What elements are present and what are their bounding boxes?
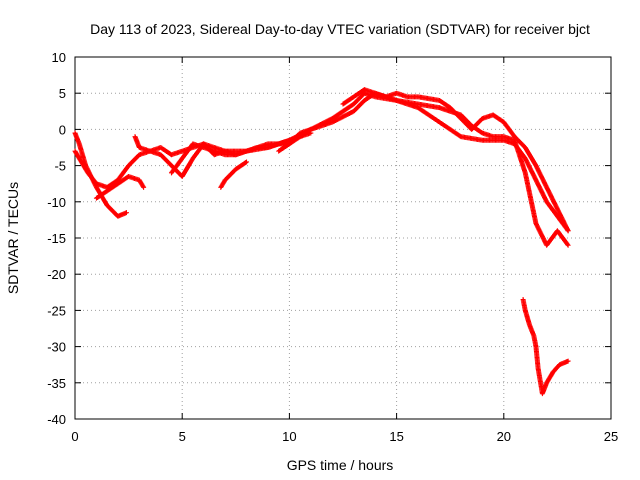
series-track-1 <box>72 90 571 234</box>
y-tick-label: -35 <box>47 376 66 391</box>
x-tick-label: 15 <box>389 429 403 444</box>
x-tick-label: 10 <box>282 429 296 444</box>
y-axis-ticks: 10 5 0 -5 -10 -15 -20 -25 -30 -35 -40 <box>47 50 611 427</box>
x-tick-label: 5 <box>179 429 186 444</box>
series-track-5 <box>168 126 314 176</box>
y-tick-label: -30 <box>47 340 66 355</box>
data-point <box>565 358 571 364</box>
x-axis-ticks: 0 5 10 15 20 25 <box>71 57 618 444</box>
y-tick-label: -10 <box>47 195 66 210</box>
y-tick-label: 10 <box>52 50 66 65</box>
y-tick-label: -40 <box>47 412 66 427</box>
data-point <box>140 183 146 189</box>
chart-title: Day 113 of 2023, Sidereal Day-to-day VTE… <box>90 21 590 37</box>
x-tick-label: 25 <box>604 429 618 444</box>
y-tick-label: -25 <box>47 303 66 318</box>
series-track-6 <box>218 159 250 190</box>
data-point <box>565 228 571 234</box>
y-tick-label: 5 <box>59 86 66 101</box>
data-points <box>72 87 571 397</box>
y-axis-label: SDTVAR / TECUs <box>5 182 21 294</box>
series-track-3 <box>93 173 147 201</box>
data-point <box>141 184 147 190</box>
series-track-8 <box>340 87 571 248</box>
data-point <box>564 241 570 247</box>
data-point <box>243 160 249 166</box>
x-axis-label: GPS time / hours <box>287 457 394 473</box>
data-point <box>244 159 250 165</box>
y-tick-label: -15 <box>47 231 66 246</box>
data-point <box>123 210 129 216</box>
y-tick-label: -5 <box>54 159 66 174</box>
y-tick-label: -20 <box>47 267 66 282</box>
x-tick-label: 0 <box>71 429 78 444</box>
grid-lines <box>75 57 611 419</box>
x-tick-label: 20 <box>497 429 511 444</box>
data-point <box>565 242 571 248</box>
y-tick-label: 0 <box>59 122 66 137</box>
series-track-9 <box>520 297 571 397</box>
